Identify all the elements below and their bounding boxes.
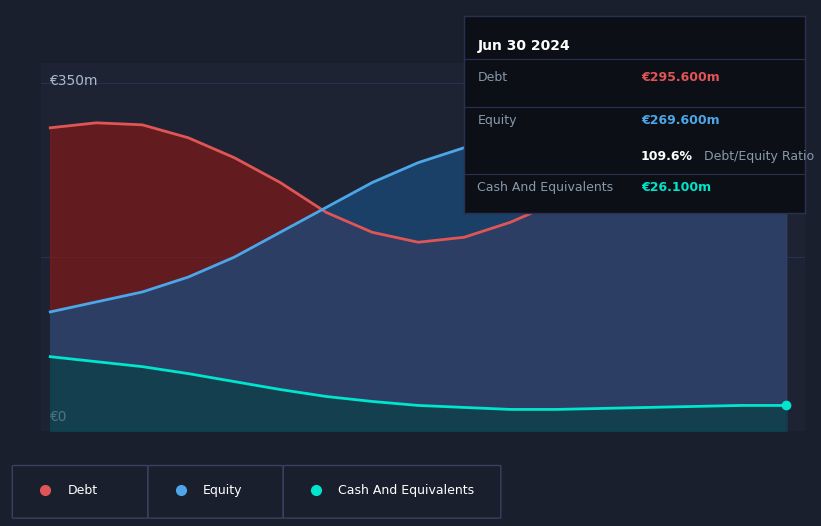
Text: €0: €0 [48,410,67,424]
Text: 2022: 2022 [309,459,344,473]
Text: Cash And Equivalents: Cash And Equivalents [478,181,613,195]
Text: Debt: Debt [478,71,507,84]
Text: Cash And Equivalents: Cash And Equivalents [338,484,475,497]
Text: 2021: 2021 [125,459,160,473]
Text: €295.600m: €295.600m [641,71,720,84]
Text: 2024: 2024 [677,459,712,473]
Text: Debt: Debt [67,484,98,497]
Text: Debt/Equity Ratio: Debt/Equity Ratio [704,150,814,163]
Text: 109.6%: 109.6% [641,150,693,163]
Text: €26.100m: €26.100m [641,181,711,195]
Text: Jun 30 2024: Jun 30 2024 [478,39,571,54]
Text: Equity: Equity [203,484,242,497]
Text: €269.600m: €269.600m [641,115,720,127]
Text: 2023: 2023 [493,459,528,473]
Text: Equity: Equity [478,115,517,127]
Text: €350m: €350m [48,74,97,88]
